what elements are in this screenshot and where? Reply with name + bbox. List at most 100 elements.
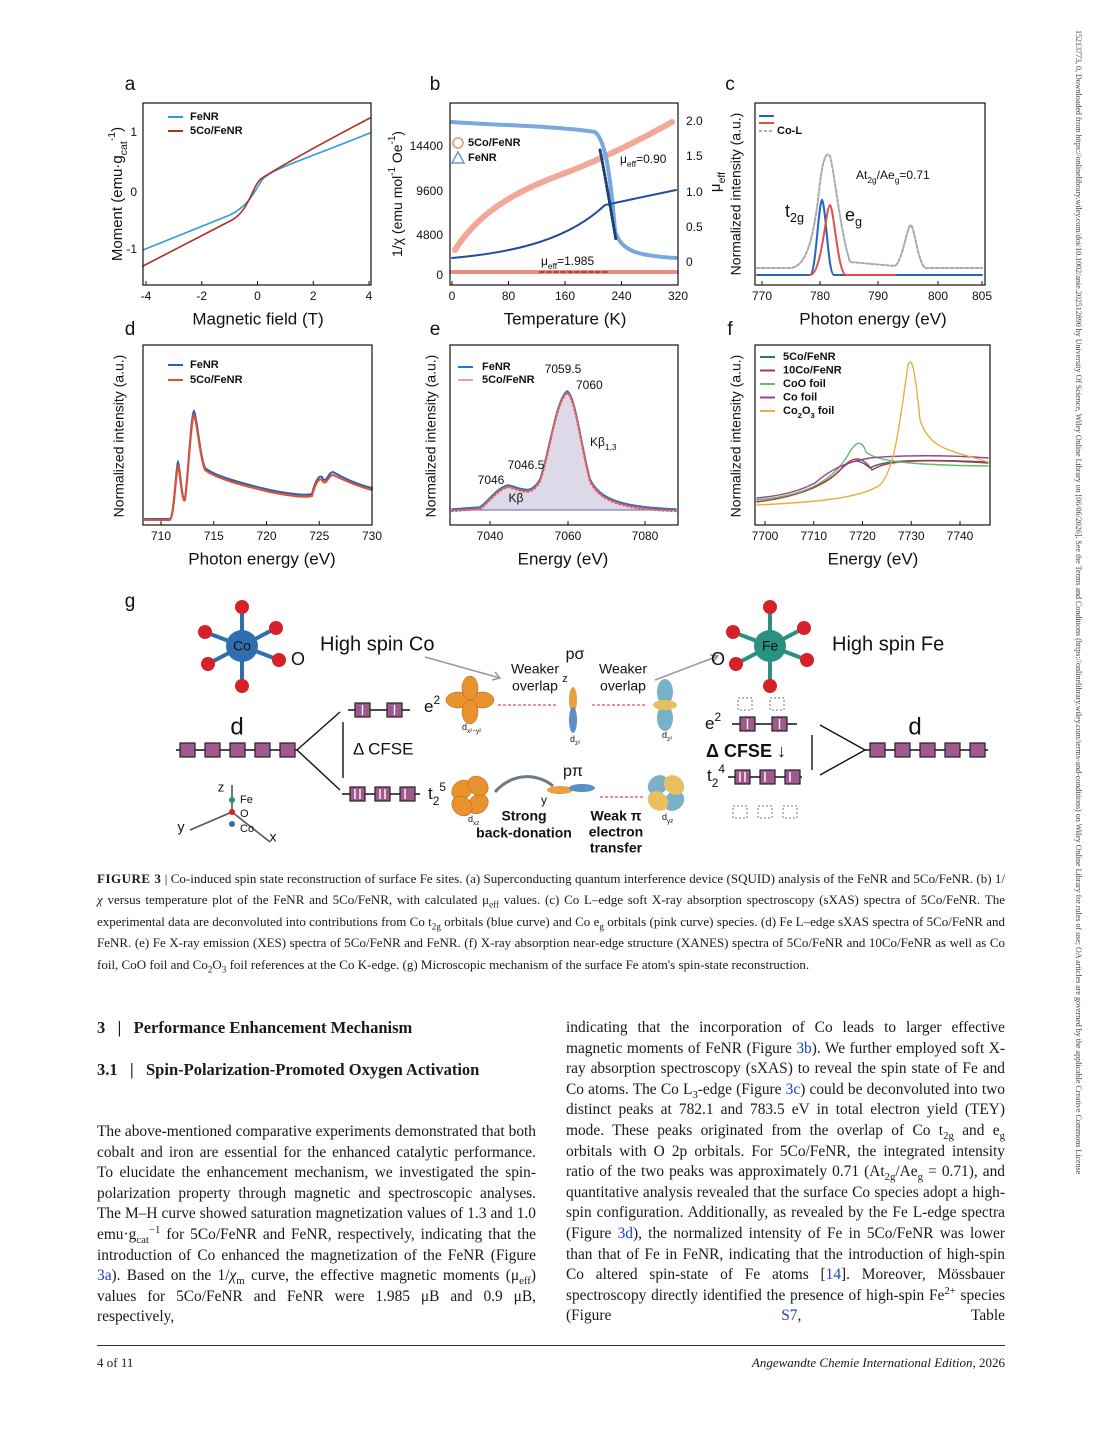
orbital-box: [254, 742, 271, 758]
panel-letter: e: [430, 319, 441, 340]
text-run: , Table: [797, 1307, 1005, 1325]
section-heading: 3 | Performance Enhancement Mechanism: [97, 1018, 413, 1037]
text-run: for 5Co/FeNR and FeNR, respectively, ind…: [97, 1225, 536, 1264]
panel-letter: d: [125, 319, 136, 340]
mechanism-drawing: [176, 600, 988, 843]
text-run: d: [662, 812, 667, 822]
y-tick-label: 4800: [416, 228, 443, 242]
text-run: At: [856, 168, 868, 182]
x-tick-label: 805: [972, 289, 992, 303]
text-run: g: [599, 921, 604, 932]
text-run: O: [212, 956, 222, 972]
label: dyz: [662, 812, 673, 825]
plot-frame: [142, 344, 373, 526]
text-run: -edge (Figure: [697, 1080, 786, 1098]
subsection-heading: 3.1 | Spin-Polarization-Promoted Oxygen …: [97, 1060, 480, 1079]
y-axis-label: 1/χ (emu mol-1 Oe-1): [387, 131, 405, 257]
label: z: [562, 673, 568, 685]
footer-rule: [97, 1345, 1005, 1346]
annotation: eg: [845, 205, 862, 230]
text-run: d: [468, 814, 473, 824]
legend-label: FeNR: [190, 111, 219, 123]
legend-label: Co-L: [777, 125, 802, 137]
plot-frame: [449, 344, 679, 526]
text-run: eff: [548, 261, 558, 271]
plot-frame: [754, 344, 991, 526]
orbital-box: [969, 742, 986, 758]
orbital-box: [204, 742, 221, 758]
label: dz²: [570, 734, 580, 747]
x-tick-label: 7060: [555, 529, 582, 543]
legend-label: 5Co/FeNR: [783, 351, 836, 363]
text-run: = 0.71), and quantitative analysis revea…: [566, 1163, 1005, 1242]
text-run: μ: [707, 183, 724, 192]
link[interactable]: 3a: [97, 1267, 112, 1285]
text-run: 3: [221, 964, 227, 975]
text-run: 2g: [867, 175, 877, 185]
text-run: values. (c) Co L–edge soft X-ray absorpt…: [97, 892, 1005, 929]
x-tick-label: 4: [366, 289, 373, 303]
text-run: 2: [433, 693, 440, 707]
legend-label: 10Co/FeNR: [783, 364, 842, 376]
label: Weak π: [591, 808, 642, 824]
text-run: orbitals with O 2p orbitals. For 5Co/FeN…: [566, 1142, 1005, 1181]
panel-letter: c: [725, 74, 735, 95]
text-run: d: [662, 730, 667, 740]
text-run: cat: [118, 141, 130, 155]
x-tick-label: 7700: [752, 529, 779, 543]
link[interactable]: 3d: [617, 1224, 633, 1242]
link[interactable]: 3b: [796, 1039, 812, 1057]
text-run: d: [570, 734, 575, 744]
label: t25: [428, 780, 446, 808]
label: Co: [240, 823, 254, 835]
y-axis-label: Normalized intensity (a.u.): [728, 355, 744, 518]
panel-letter: g: [125, 591, 136, 612]
x-tick-label: 7040: [477, 529, 504, 543]
y-tick-label: 9600: [416, 184, 443, 198]
x-axis-label: Photon energy (eV): [799, 309, 946, 328]
label: electron: [589, 824, 643, 840]
label: d: [908, 713, 921, 740]
x-axis-label: Magnetic field (T): [192, 309, 323, 328]
curve: [756, 442, 989, 501]
text-run: 2g: [943, 1130, 954, 1143]
text-run: Moment (emu·g: [109, 155, 126, 261]
legend-swatch: [450, 150, 466, 164]
label: back-donation: [476, 825, 572, 841]
text-run: foil: [815, 405, 835, 417]
orbital-box: [349, 786, 366, 802]
label: Fe: [240, 794, 253, 806]
curve: [144, 413, 373, 521]
label: Fe: [762, 638, 779, 654]
text-run: 1,3: [605, 442, 617, 452]
text-run: ): [389, 131, 405, 136]
curve: [756, 198, 983, 276]
text-run: g: [895, 175, 900, 185]
plot-frame: [449, 102, 679, 286]
text-run: t: [707, 766, 712, 785]
x-tick-label: -4: [141, 289, 152, 303]
curve: [144, 409, 373, 520]
link[interactable]: 3c: [785, 1080, 801, 1098]
label: High spin Fe: [832, 633, 944, 655]
text-run: μ: [541, 254, 548, 268]
text-run: | Co-induced spin state reconstruction o…: [161, 871, 1005, 886]
label: dz²: [662, 730, 672, 743]
link[interactable]: S7: [781, 1307, 798, 1325]
legend-label: 5Co/FeNR: [190, 374, 243, 386]
curve: [756, 361, 989, 506]
y-tick-label: 1.5: [686, 149, 703, 163]
text-run: 2g: [431, 921, 441, 932]
x-axis-label: Energy (eV): [828, 549, 919, 568]
orbital-box: [869, 742, 886, 758]
text-run: -1: [387, 136, 398, 145]
x-tick-label: 7710: [800, 529, 827, 543]
curve: [142, 132, 371, 251]
text-run: Co: [783, 405, 798, 417]
link[interactable]: 14: [825, 1266, 842, 1284]
x-tick-label: 7730: [898, 529, 925, 543]
annotation: Kβ1,3: [590, 435, 617, 452]
figure-caption: FIGURE 3 | Co-induced spin state reconst…: [97, 868, 1005, 975]
text-run: 2g: [790, 211, 804, 225]
y-tick-label: 14400: [410, 139, 444, 153]
